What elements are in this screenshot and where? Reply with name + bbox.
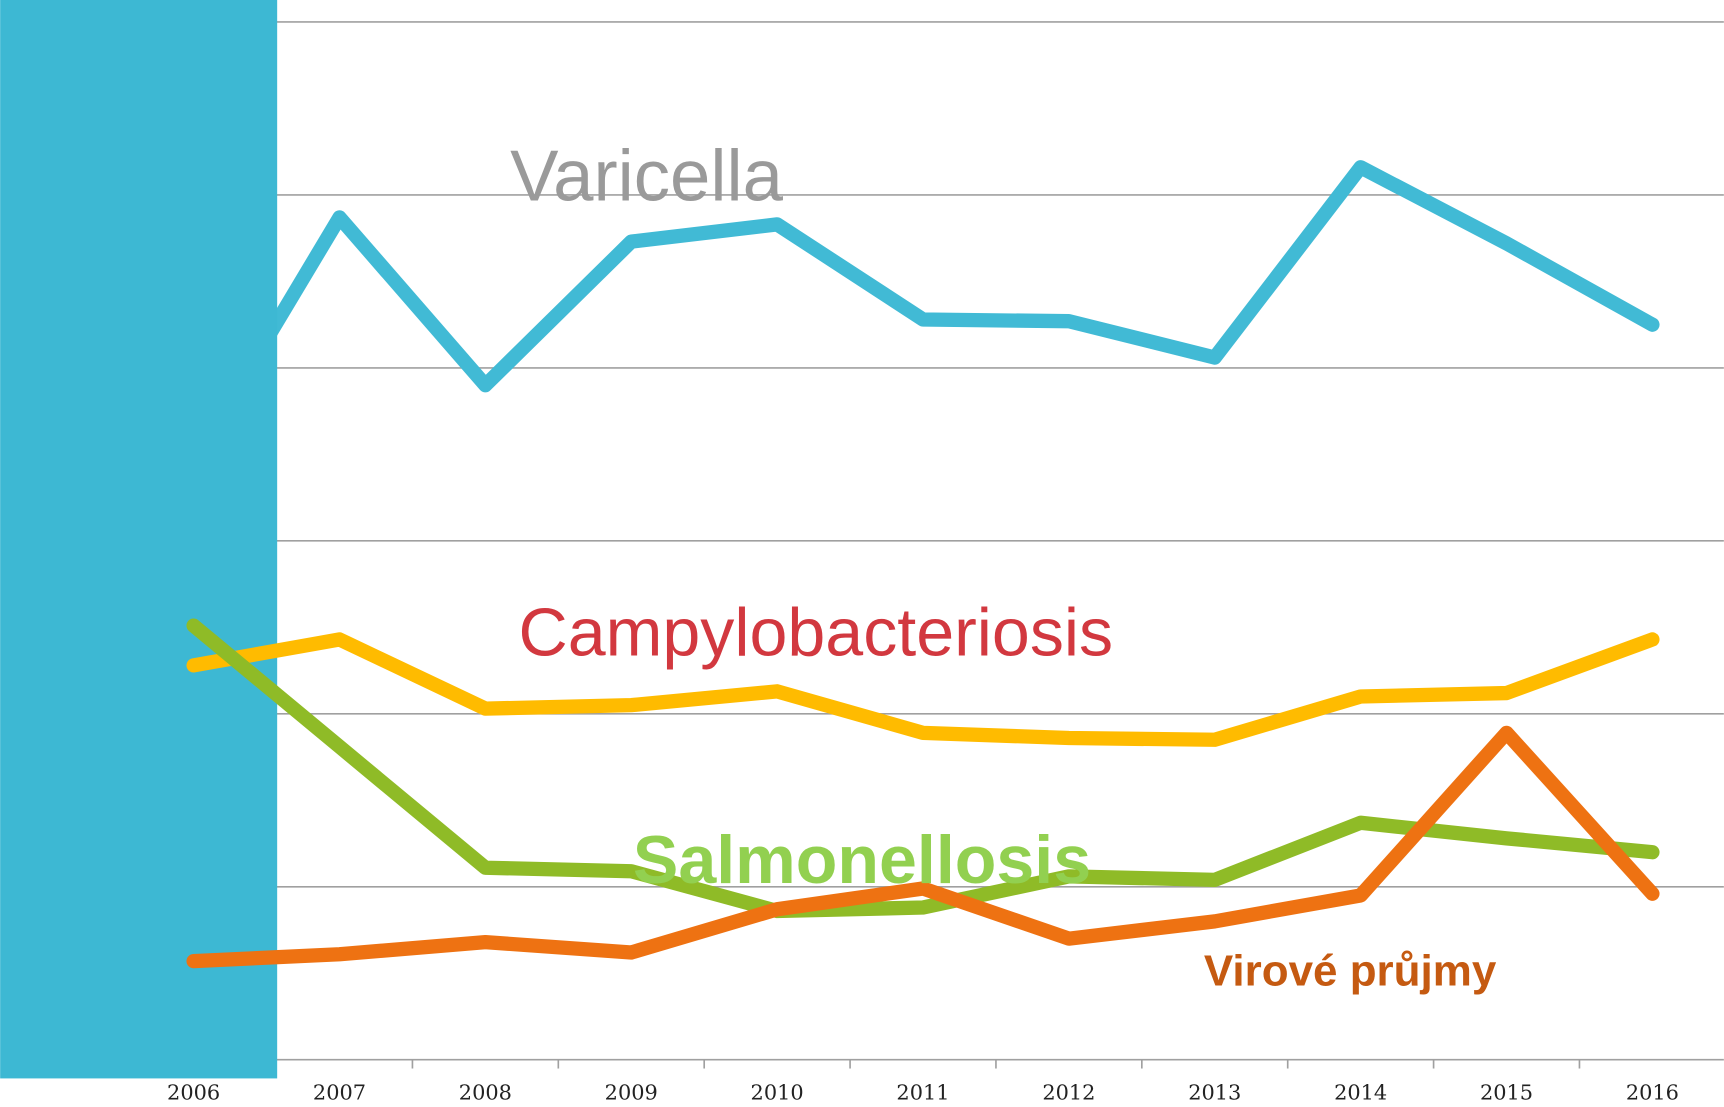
series-label: Salmonellosis: [633, 822, 1091, 898]
x-tick-label: 2007: [313, 1080, 366, 1104]
series-label: Campylobacteriosis: [519, 595, 1114, 671]
x-tick-label: 2015: [1480, 1080, 1533, 1104]
x-tick-label: 2009: [605, 1080, 658, 1104]
series-line: [186, 160, 1660, 469]
series-line: [186, 618, 1660, 919]
x-tick-label: 2006: [167, 1080, 220, 1104]
x-tick-label: 2016: [1626, 1080, 1679, 1104]
x-tick-label: 2011: [896, 1080, 949, 1104]
highlight-band: [0, 0, 278, 1079]
series-line: [186, 632, 1660, 747]
series-label: Varicella: [510, 136, 783, 217]
series-line: [186, 725, 1660, 969]
x-tick-label: 2013: [1188, 1080, 1241, 1104]
x-tick-label: 2012: [1042, 1080, 1095, 1104]
series-label: Virové průjmy: [1204, 947, 1497, 996]
x-tick-label: 2014: [1334, 1080, 1387, 1104]
x-tick-label: 2010: [751, 1080, 804, 1104]
x-tick-label: 2008: [459, 1080, 512, 1104]
